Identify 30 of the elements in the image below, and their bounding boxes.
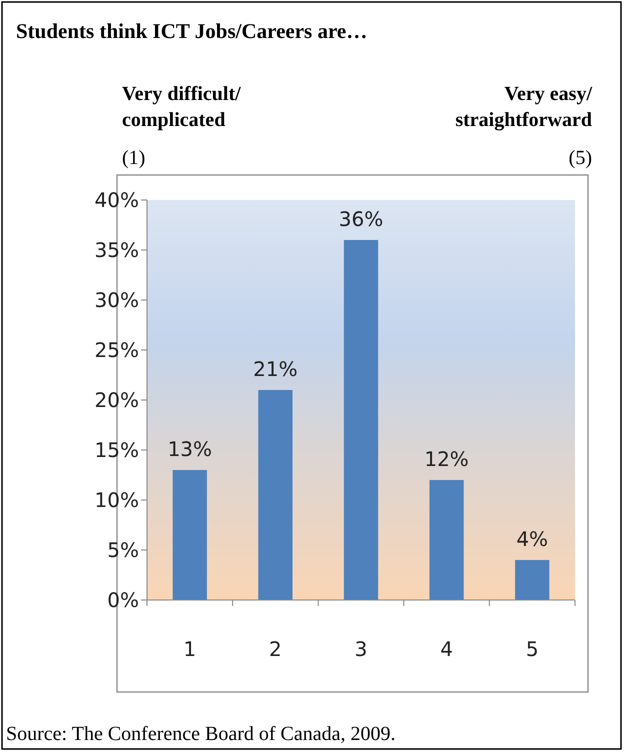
bar	[515, 560, 550, 600]
y-tick-label: 10%	[94, 488, 139, 512]
data-label: 21%	[253, 357, 298, 381]
text: Very easy/ straightforward	[455, 83, 592, 131]
text: (1)	[122, 147, 146, 169]
bar	[344, 240, 378, 600]
y-tick-label: 20%	[94, 388, 139, 412]
y-tick-label: 5%	[107, 538, 139, 562]
data-label: 36%	[338, 207, 384, 231]
x-tick-label: 1	[183, 637, 196, 661]
source-note: Source: The Conference Board of Canada, 2009.	[6, 723, 396, 745]
y-tick-label: 30%	[94, 288, 139, 312]
x-tick-label: 5	[526, 637, 539, 661]
data-label: 12%	[424, 447, 469, 471]
bar	[172, 470, 207, 600]
y-tick-label: 35%	[94, 238, 139, 262]
data-label: 13%	[168, 437, 212, 461]
bar	[258, 390, 293, 600]
x-tick-label: 2	[269, 637, 282, 661]
text: Very difficult/ complicated	[122, 83, 242, 131]
x-tick-label: 3	[354, 637, 368, 661]
y-tick-label: 0%	[107, 588, 139, 612]
chart-title: Students think ICT Jobs/Careers are…	[16, 19, 368, 43]
y-tick-label: 15%	[94, 438, 139, 462]
y-tick-label: 25%	[94, 338, 139, 362]
x-tick-label: 4	[440, 637, 453, 661]
bar	[429, 480, 464, 600]
data-label: 4%	[516, 527, 548, 551]
text: (5)	[568, 147, 592, 169]
y-tick-label: 40%	[94, 188, 139, 212]
